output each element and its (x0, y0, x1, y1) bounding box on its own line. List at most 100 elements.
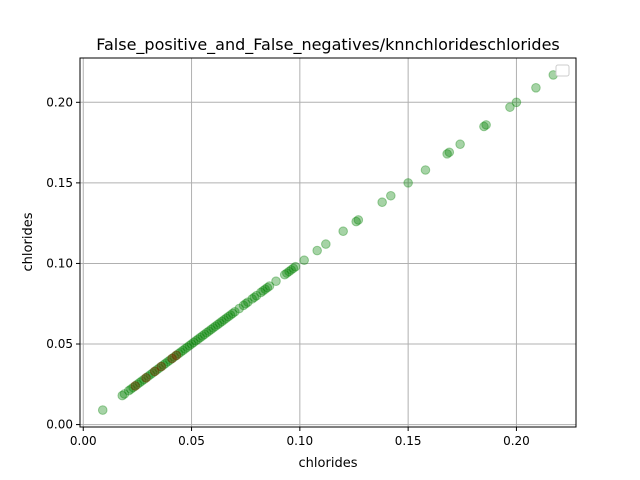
data-point (286, 265, 296, 275)
data-point (217, 316, 227, 327)
data-point (214, 318, 225, 328)
data-point (505, 102, 515, 112)
data-point (169, 352, 180, 362)
data-point (243, 297, 253, 307)
data-point (511, 97, 522, 108)
data-point (156, 361, 167, 372)
data-point (154, 363, 164, 373)
x-axis-label: chlorides (299, 456, 358, 471)
data-point (152, 364, 162, 375)
data-point (240, 298, 251, 309)
data-point (234, 303, 244, 314)
data-point (230, 306, 240, 317)
data-point (455, 139, 465, 150)
data-point (158, 360, 169, 370)
data-point (386, 190, 396, 201)
data-point (271, 276, 281, 286)
data-point (186, 339, 197, 349)
data-point (206, 324, 216, 335)
plot-frame (79, 57, 577, 428)
data-point (175, 347, 186, 357)
data-point (143, 371, 154, 382)
data-point (128, 382, 138, 393)
data-point (238, 300, 249, 311)
x-tick-label: 0.20 (503, 434, 530, 448)
data-point (256, 287, 266, 298)
data-point (227, 308, 238, 319)
data-point (123, 385, 134, 396)
data-point (141, 373, 151, 383)
data-point (353, 215, 364, 225)
data-point (284, 266, 294, 277)
data-point (279, 269, 290, 280)
data-point (195, 332, 206, 343)
data-point (225, 310, 236, 320)
data-point (171, 350, 182, 361)
data-point (201, 327, 212, 338)
data-point (481, 120, 491, 130)
data-point (173, 348, 184, 359)
data-point (119, 389, 130, 399)
data-point (162, 356, 173, 367)
data-point (288, 263, 299, 274)
data-point (184, 340, 195, 351)
data-point (444, 147, 455, 158)
data-point (312, 245, 322, 256)
data-point (290, 261, 301, 272)
misclassified-point (130, 381, 141, 391)
data-point (212, 319, 223, 330)
misclassified-point (167, 353, 177, 364)
data-point (251, 290, 262, 301)
data-point (420, 165, 431, 175)
data-point (130, 381, 141, 391)
data-point (191, 335, 201, 346)
data-point (160, 358, 171, 369)
misclassified-point (149, 366, 160, 377)
data-point (145, 369, 156, 380)
data-point (178, 345, 188, 356)
data-point (258, 286, 268, 296)
ticks-layer: 0.00 0.05 0.10 0.15 0.20 0.00 0.05 0.10 0.15 0.20 (46, 95, 530, 448)
misclassified-point (141, 373, 151, 383)
data-point (299, 255, 309, 266)
data-point (193, 334, 203, 344)
data-point (182, 342, 193, 353)
x-tick-label: 0.05 (178, 434, 205, 448)
points-layer (97, 70, 559, 415)
data-point (149, 366, 160, 377)
data-point (208, 323, 219, 333)
data-point (479, 121, 489, 132)
data-point (136, 376, 147, 386)
data-point (180, 344, 190, 354)
data-point (126, 384, 136, 394)
y-tick-label: 0.20 (46, 95, 73, 109)
data-point (165, 355, 175, 365)
data-point (221, 313, 232, 324)
data-point (204, 326, 214, 336)
y-tick-label: 0.00 (46, 418, 73, 432)
misclassified-point (171, 350, 182, 361)
data-point (247, 294, 257, 304)
data-point (97, 405, 108, 415)
data-point (262, 282, 273, 293)
misclassified-point (156, 361, 167, 372)
data-point (210, 321, 221, 332)
data-point (139, 374, 149, 385)
data-point (249, 292, 260, 303)
data-point (132, 379, 143, 390)
data-point (147, 368, 158, 378)
data-point (442, 149, 452, 159)
data-point (199, 329, 210, 340)
x-tick-label: 0.10 (286, 434, 313, 448)
y-axis-label: chlorides (21, 212, 36, 271)
data-point (351, 216, 361, 227)
data-point (377, 197, 387, 208)
data-point (134, 377, 145, 388)
y-tick-label: 0.15 (46, 176, 73, 190)
data-point (219, 315, 229, 325)
data-point (531, 83, 541, 93)
data-point (117, 390, 128, 401)
y-tick-label: 0.05 (46, 337, 73, 351)
data-point (167, 353, 177, 364)
